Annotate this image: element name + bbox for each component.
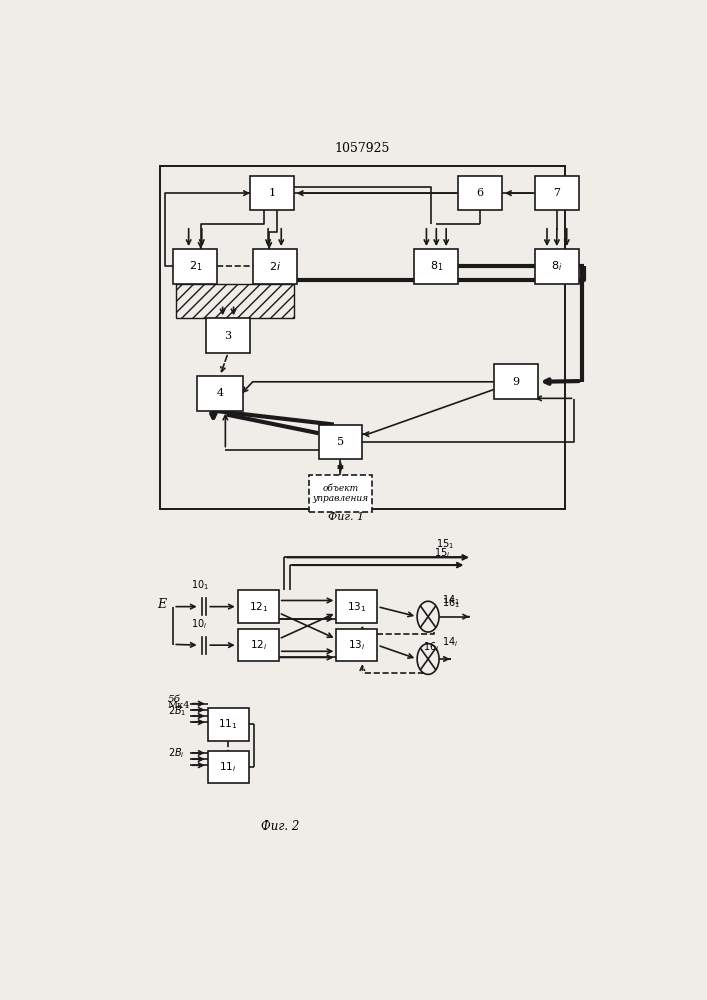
Text: $13_i$: $13_i$ (349, 638, 366, 652)
Text: Фиг. 2: Фиг. 2 (261, 820, 299, 833)
Text: Фиг. 1: Фиг. 1 (328, 512, 364, 522)
Text: 9: 9 (512, 377, 520, 387)
Text: 6: 6 (477, 188, 484, 198)
Bar (253, 249, 297, 284)
Text: $11_i$: $11_i$ (219, 760, 237, 774)
Text: $2i$: $2i$ (269, 260, 281, 272)
Text: $2_1$: $2_1$ (189, 259, 202, 273)
Bar (458, 176, 502, 210)
Text: Мк4: Мк4 (168, 701, 190, 710)
Bar (176, 284, 294, 318)
Text: 5б: 5б (168, 695, 181, 704)
Text: 1057925: 1057925 (334, 142, 390, 155)
Bar (535, 249, 579, 284)
Bar (197, 376, 243, 411)
Text: 3: 3 (225, 331, 232, 341)
Text: $15_i$: $15_i$ (433, 547, 450, 560)
Text: 7: 7 (554, 188, 561, 198)
Text: $14_1$: $14_1$ (442, 593, 460, 607)
Text: $15_1$: $15_1$ (436, 537, 455, 551)
Text: $16_1$: $16_1$ (442, 597, 460, 610)
Text: $10_1$: $10_1$ (191, 578, 209, 592)
Text: $16_i$: $16_i$ (423, 641, 439, 654)
Bar (309, 475, 372, 512)
Text: $10_i$: $10_i$ (192, 617, 208, 631)
Bar (535, 176, 579, 210)
Text: $14_i$: $14_i$ (442, 635, 458, 649)
Text: $2B_1$: $2B_1$ (168, 704, 187, 718)
Text: 4: 4 (216, 388, 223, 398)
Text: 1: 1 (269, 188, 276, 198)
Bar (208, 708, 249, 741)
Text: $11_1$: $11_1$ (218, 718, 238, 731)
Bar (238, 590, 279, 623)
Text: $12_i$: $12_i$ (250, 638, 267, 652)
Text: $12_1$: $12_1$ (249, 600, 268, 614)
Bar (494, 364, 538, 399)
Text: 5: 5 (337, 437, 344, 447)
Bar (250, 176, 294, 210)
Bar (414, 249, 458, 284)
Text: $2B_i$: $2B_i$ (168, 746, 185, 760)
Bar (208, 751, 249, 783)
Text: $8_i$: $8_i$ (551, 259, 563, 273)
Text: управления: управления (312, 494, 368, 503)
Bar (337, 590, 378, 623)
Bar (173, 249, 217, 284)
Text: $8_1$: $8_1$ (430, 259, 443, 273)
Text: $13_1$: $13_1$ (347, 600, 366, 614)
Bar (337, 629, 378, 661)
Bar (238, 629, 279, 661)
Bar (319, 425, 363, 459)
Text: E: E (158, 598, 167, 611)
Bar (206, 318, 250, 353)
Bar (160, 166, 565, 509)
Text: объект: объект (322, 484, 358, 493)
